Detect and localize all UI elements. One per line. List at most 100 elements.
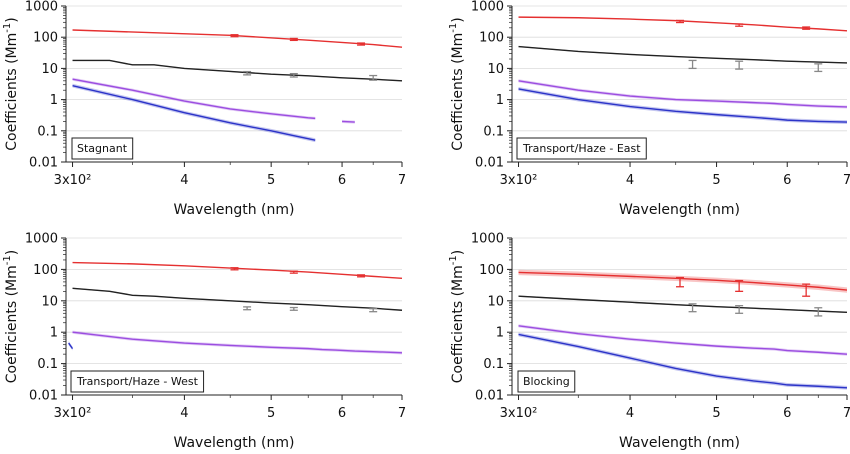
y-tick-label: 0.01 (29, 389, 58, 404)
x-tick-label: 3x10² (54, 406, 92, 421)
y-axis-label-close: ) (4, 17, 20, 22)
series-4 (68, 341, 74, 351)
panel-label-box (70, 370, 205, 393)
x-tick-label: 4 (626, 173, 634, 188)
x-tick-label: 7 (398, 173, 406, 188)
x-tick-label: 7 (843, 173, 850, 188)
series-1 (72, 29, 403, 48)
chart-panel-3: 0.01 0.1 1 10 100 1000 3x10² 4 5 6 7 Transport/Haze… (2, 232, 406, 452)
series-band (72, 83, 316, 143)
y-axis-label-sup: -1 (448, 255, 459, 265)
series-line (68, 342, 74, 350)
y-axis-label-text: Coefficients (Mm (4, 33, 20, 151)
series-line (518, 295, 848, 314)
panel-label-box (517, 370, 576, 393)
y-tick-label: 1 (50, 93, 58, 108)
y-axis-label: Coefficients (Mm-1) (2, 17, 20, 150)
series-line (518, 333, 848, 389)
y-tick-label: 10 (41, 62, 58, 77)
series-band (72, 330, 402, 355)
y-axis-label: Coefficients (Mm-1) (448, 17, 466, 150)
chart-panel-2: 0.01 0.1 1 10 100 1000 3x10² 4 5 6 7 Transport/Haze… (448, 0, 850, 218)
x-tick-label: 6 (338, 173, 346, 188)
panel-label: Transport/Haze - East (522, 142, 641, 155)
series-1 (72, 261, 403, 280)
series-2 (518, 45, 848, 73)
x-tick-label: 4 (180, 173, 188, 188)
y-axis-label-sup: -1 (2, 23, 13, 33)
y-tick-label: 10 (487, 62, 504, 77)
y-tick-label: 100 (479, 31, 504, 46)
y-tick-label: 10 (41, 294, 58, 309)
series-line (518, 271, 848, 291)
y-tick-label: 0.01 (475, 156, 504, 171)
y-tick-label: 1 (50, 326, 58, 341)
y-tick-label: 100 (33, 263, 58, 278)
x-tick-label: 3x10² (500, 406, 538, 421)
y-tick-label: 0.1 (483, 124, 504, 139)
x-tick-label: 4 (180, 406, 188, 421)
series-line (72, 331, 403, 354)
x-tick-label: 5 (712, 173, 720, 188)
chart-panel-1: 0.01 0.1 1 10 100 1000 3x10² 4 5 6 7 Stagnant Wavele… (2, 0, 406, 218)
y-axis-label-close: ) (450, 250, 466, 255)
series-3 (518, 79, 848, 109)
series-line (342, 120, 355, 123)
panel-label: Blocking (523, 375, 570, 388)
series-line (518, 16, 848, 32)
panel-label: Transport/Haze - West (76, 375, 199, 388)
series-line (72, 29, 403, 48)
y-tick-label: 0.1 (37, 124, 58, 139)
x-tick-label: 3x10² (500, 173, 538, 188)
x-tick-label: 3x10² (54, 173, 92, 188)
series-band (518, 16, 847, 32)
panel-label-box (516, 137, 647, 160)
series-line (518, 45, 848, 64)
y-tick-label: 1 (496, 326, 504, 341)
y-tick-label: 10 (487, 294, 504, 309)
series-band (518, 79, 847, 109)
series-1 (518, 269, 848, 297)
x-axis-label: Wavelength (nm) (619, 202, 740, 218)
panel-label-box (71, 137, 134, 160)
y-axis-label-close: ) (4, 250, 20, 255)
panel-label: Stagnant (77, 142, 128, 155)
y-tick-label: 0.01 (475, 389, 504, 404)
y-axis-label: Coefficients (Mm-1) (448, 250, 466, 383)
series-3 (518, 324, 848, 356)
y-axis-label: Coefficients (Mm-1) (2, 250, 20, 383)
x-tick-label: 7 (398, 406, 406, 421)
series-2 (72, 287, 403, 313)
x-axis-label: Wavelength (nm) (174, 435, 295, 451)
series-band (518, 269, 847, 293)
series-4 (518, 87, 848, 124)
y-axis-label-text: Coefficients (Mm (450, 33, 466, 151)
series-line (518, 80, 848, 108)
series-line (72, 78, 316, 120)
x-tick-label: 5 (712, 406, 720, 421)
series-3 (72, 330, 403, 355)
y-axis-label-sup: -1 (2, 255, 13, 265)
x-tick-label: 5 (267, 173, 275, 188)
y-tick-label: 0.01 (29, 156, 58, 171)
series-line (72, 261, 403, 280)
series-2 (72, 59, 403, 82)
x-tick-label: 6 (783, 173, 791, 188)
series-line (72, 287, 403, 311)
y-tick-label: 1000 (471, 0, 504, 15)
series-line (72, 59, 403, 82)
series-4 (518, 332, 848, 390)
y-tick-label: 1000 (471, 232, 504, 247)
y-axis-label-text: Coefficients (Mm (450, 265, 466, 383)
x-axis-label: Wavelength (nm) (174, 202, 295, 218)
y-tick-label: 1 (496, 93, 504, 108)
x-tick-label: 5 (267, 406, 275, 421)
y-tick-label: 100 (33, 31, 58, 46)
y-tick-label: 100 (479, 263, 504, 278)
y-axis-label-text: Coefficients (Mm (4, 265, 20, 383)
y-axis-label-close: ) (450, 17, 466, 22)
series-line (518, 325, 848, 355)
y-tick-label: 1000 (25, 232, 58, 247)
y-tick-label: 0.1 (37, 357, 58, 372)
